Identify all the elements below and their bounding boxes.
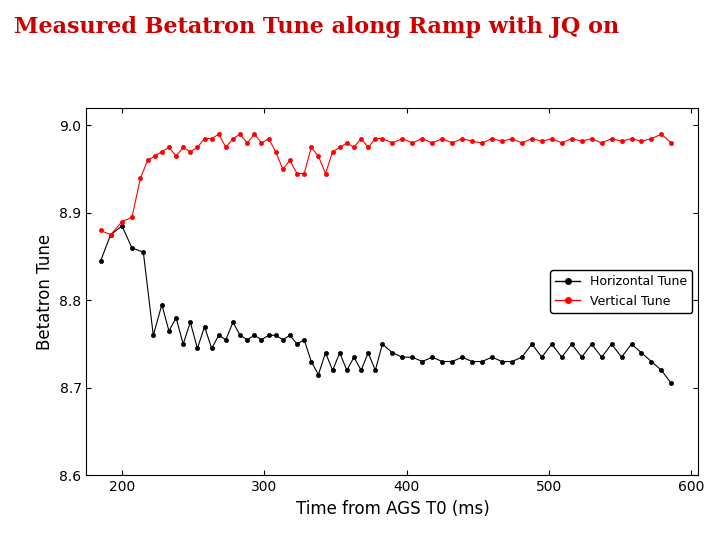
Vertical Tune [468,138,477,145]
Horizontal Tune [314,372,323,378]
Horizontal Tune [117,223,126,230]
Vertical Tune [617,138,626,145]
Horizontal Tune [667,380,675,387]
Vertical Tune [667,140,675,146]
Horizontal Tune [96,258,105,264]
Y-axis label: Betatron Tune: Betatron Tune [36,233,54,350]
Vertical Tune [607,136,616,142]
Vertical Tune [107,232,115,238]
Text: Measured Betatron Tune along Ramp with JQ on: Measured Betatron Tune along Ramp with J… [14,16,619,38]
Legend: Horizontal Tune, Vertical Tune: Horizontal Tune, Vertical Tune [550,271,692,313]
Vertical Tune [627,136,636,142]
Vertical Tune [215,131,223,138]
Vertical Tune [96,227,105,234]
Vertical Tune [498,138,506,145]
Line: Horizontal Tune: Horizontal Tune [99,224,673,386]
Horizontal Tune [193,345,202,352]
X-axis label: Time from AGS T0 (ms): Time from AGS T0 (ms) [295,500,490,518]
Horizontal Tune [336,349,344,356]
Horizontal Tune [518,354,526,360]
Horizontal Tune [179,341,187,347]
Vertical Tune [547,136,556,142]
Horizontal Tune [627,341,636,347]
Line: Vertical Tune: Vertical Tune [99,132,673,237]
